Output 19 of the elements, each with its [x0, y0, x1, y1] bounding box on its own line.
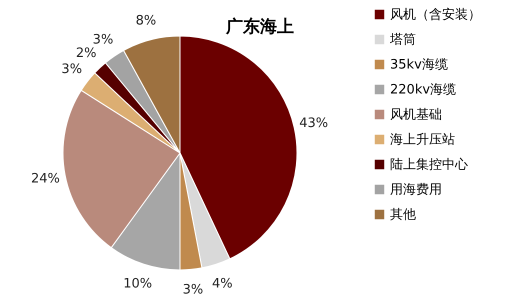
data-label: 10%: [123, 276, 152, 292]
legend-label: 其他: [390, 208, 416, 222]
legend-label: 220kv海缆: [390, 82, 456, 98]
data-label: 2%: [76, 46, 97, 62]
data-label: 3%: [182, 282, 204, 298]
legend-label: 塔筒: [389, 32, 416, 48]
data-label: 4%: [212, 276, 233, 292]
data-label: 8%: [136, 13, 156, 28]
legend-label: 用海费用: [390, 182, 442, 198]
legend-label: 陆上集控中心: [390, 156, 468, 172]
legend-label: 35kv海缆: [390, 58, 448, 72]
data-label: 3%: [92, 32, 114, 48]
legend-label: 海上升压站: [390, 132, 455, 148]
legend-label: 风机（含安装）: [390, 6, 481, 22]
data-label: 24%: [30, 172, 60, 187]
legend-label: 风机基础: [390, 108, 442, 122]
text: 广东海上: [225, 17, 294, 37]
data-label: 43%: [299, 116, 328, 132]
data-label: 3%: [61, 62, 82, 78]
